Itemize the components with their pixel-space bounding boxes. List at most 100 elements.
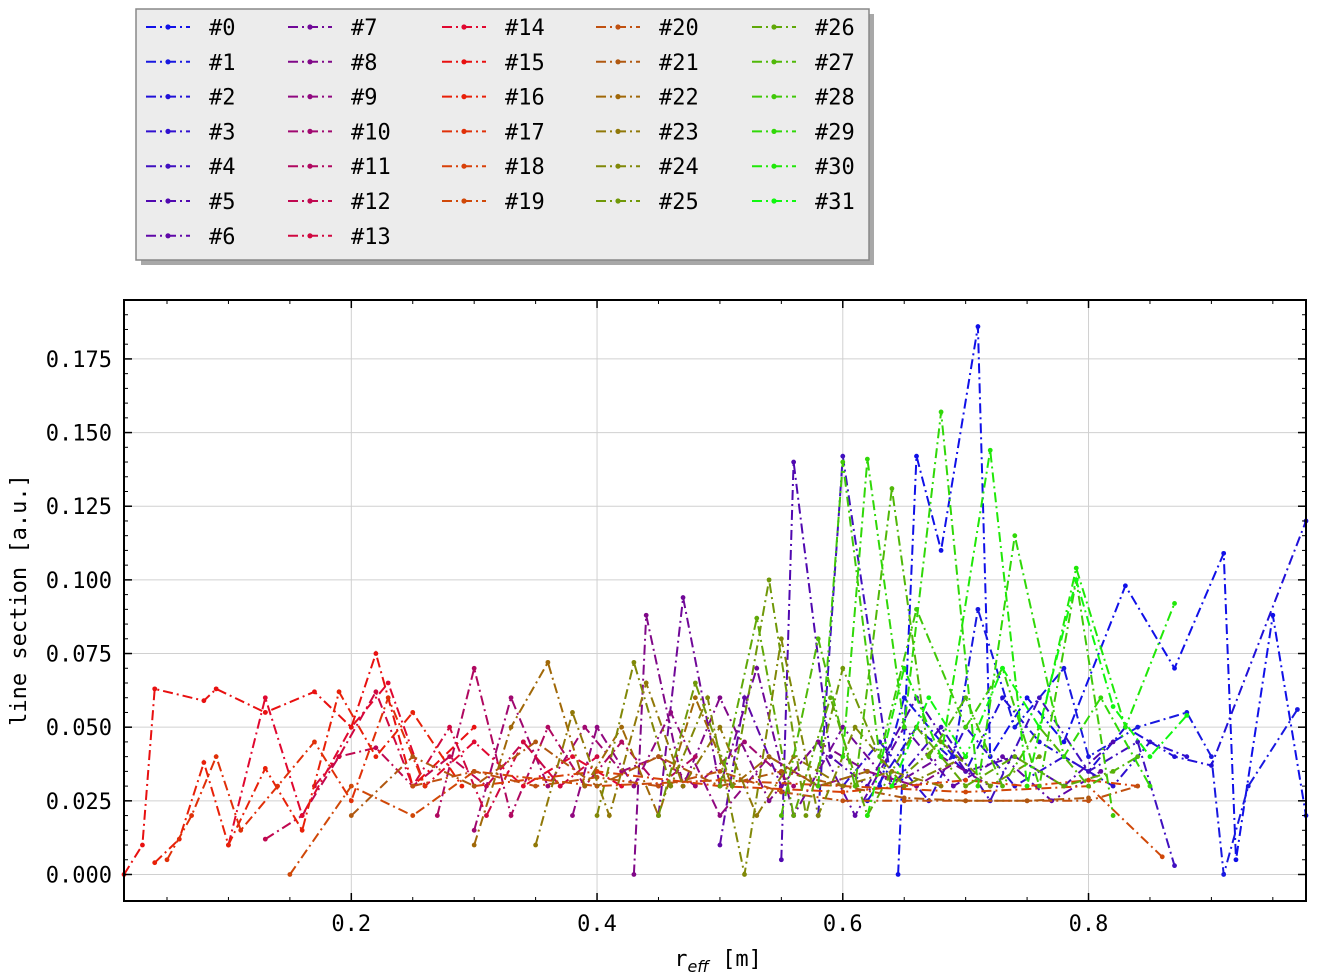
- data-point: [189, 813, 194, 818]
- data-point: [533, 739, 539, 745]
- data-point: [201, 698, 207, 704]
- legend-marker: [307, 233, 313, 239]
- data-point: [680, 595, 686, 600]
- data-point: [840, 665, 846, 671]
- data-point: [742, 695, 747, 701]
- legend-item: #19: [442, 190, 545, 215]
- data-point: [692, 754, 698, 760]
- data-point: [1172, 601, 1177, 606]
- legend-marker: [165, 128, 171, 134]
- y-tick-label: 0.150: [46, 422, 112, 447]
- legend-marker: [615, 198, 621, 204]
- plot-area: 0.2 0.4 0.6 0.8 0.000 0.025 0.050 0.075 0.100 0.1…: [46, 299, 1309, 937]
- data-point: [778, 636, 784, 642]
- data-point: [1172, 665, 1177, 671]
- data-point: [471, 827, 477, 833]
- series-31: [889, 576, 1190, 789]
- legend-label: #9: [351, 86, 378, 111]
- data-point: [1098, 768, 1104, 774]
- legend-marker: [615, 24, 621, 30]
- legend-marker: [165, 198, 171, 204]
- legend-label: #11: [351, 155, 391, 180]
- legend-marker: [461, 128, 467, 134]
- data-point: [840, 754, 846, 760]
- data-point: [852, 813, 858, 818]
- legend-label: #17: [505, 120, 545, 145]
- data-point: [1086, 795, 1091, 801]
- legend-label: #13: [351, 225, 391, 250]
- data-point: [619, 724, 625, 730]
- data-point: [938, 783, 944, 789]
- data-point: [828, 695, 833, 701]
- data-point: [1061, 739, 1067, 745]
- data-point: [778, 813, 784, 818]
- data-point: [262, 695, 268, 701]
- y-axis-label: line section [a.u.]: [7, 474, 32, 726]
- data-point: [963, 798, 969, 804]
- legend-marker: [771, 163, 777, 169]
- data-point: [1024, 783, 1030, 789]
- legend-item: #6: [146, 225, 236, 250]
- data-point: [1061, 665, 1067, 671]
- data-point: [656, 754, 661, 760]
- data-point: [766, 754, 772, 760]
- legend-marker: [307, 94, 313, 100]
- data-point: [410, 710, 416, 715]
- series-line: [154, 689, 463, 864]
- data-point: [1110, 783, 1116, 789]
- data-point: [840, 459, 846, 465]
- legend-label: #14: [505, 16, 545, 41]
- data-point: [373, 651, 379, 656]
- data-point: [901, 724, 907, 730]
- legend-marker: [165, 59, 171, 65]
- legend-item: #4: [146, 155, 236, 180]
- legend-item: #25: [596, 190, 699, 215]
- data-point: [742, 872, 747, 877]
- legend-marker: [307, 59, 313, 65]
- data-point: [766, 798, 772, 804]
- data-point: [692, 695, 698, 701]
- legend-item: #7: [288, 16, 378, 41]
- data-point: [975, 324, 981, 329]
- data-point: [938, 724, 944, 730]
- data-point: [570, 754, 575, 760]
- data-point: [1221, 872, 1227, 877]
- data-point: [570, 710, 575, 715]
- data-point: [164, 857, 170, 863]
- data-point: [262, 836, 268, 842]
- data-point: [410, 783, 416, 789]
- data-point: [1012, 724, 1018, 730]
- data-point: [545, 783, 551, 789]
- data-point: [1122, 583, 1128, 589]
- y-tick-label: 0.025: [46, 790, 112, 815]
- legend-item: #21: [596, 51, 699, 76]
- data-point: [348, 724, 354, 730]
- data-point: [864, 768, 870, 774]
- data-point: [754, 665, 760, 671]
- data-point: [287, 872, 293, 877]
- legend-label: #18: [505, 155, 545, 180]
- data-point: [336, 754, 342, 760]
- legend-label: #29: [815, 120, 855, 145]
- data-point: [140, 842, 145, 848]
- data-point: [1086, 777, 1091, 783]
- data-point: [668, 710, 674, 715]
- data-point: [594, 754, 600, 760]
- data-point: [1221, 550, 1227, 556]
- data-point: [213, 686, 219, 692]
- legend-label: #7: [351, 16, 378, 41]
- series-line: [718, 617, 1114, 819]
- legend-label: #3: [209, 120, 236, 145]
- legend-item: #22: [596, 86, 699, 111]
- x-tick-label: 0.8: [1069, 912, 1109, 937]
- data-point: [545, 724, 551, 730]
- legend-item: #31: [752, 190, 855, 215]
- legend-label: #19: [505, 190, 545, 215]
- data-point: [152, 686, 158, 692]
- data-point: [901, 795, 907, 801]
- legend-label: #25: [659, 190, 699, 215]
- legend-label: #1: [209, 51, 236, 76]
- data-point: [422, 783, 428, 789]
- data-point: [963, 783, 969, 789]
- data-point: [459, 783, 465, 789]
